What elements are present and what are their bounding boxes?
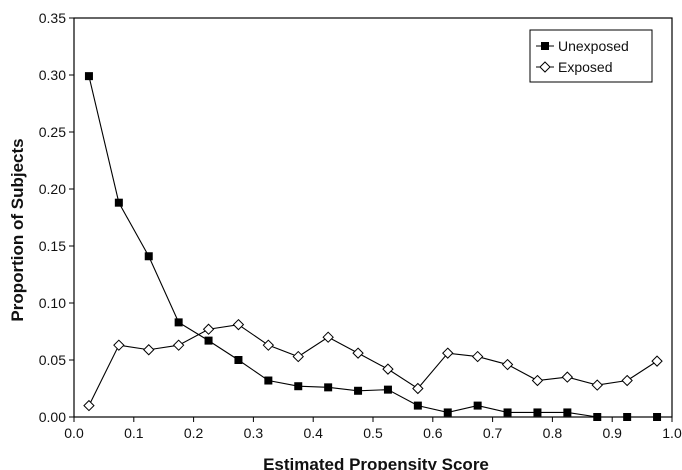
y-tick-label: 0.05 <box>39 352 66 368</box>
data-point-unexposed <box>413 401 422 410</box>
data-point-exposed <box>471 350 484 363</box>
data-point-unexposed <box>174 318 183 327</box>
data-point-unexposed <box>294 382 303 391</box>
legend-label-unexposed: Unexposed <box>558 38 629 54</box>
series-line-unexposed <box>88 76 658 418</box>
y-axis-ticks: 0.00 0.05 0.10 0.15 0.20 0.25 0.30 0.35 <box>39 10 74 425</box>
data-point-exposed <box>382 363 394 375</box>
data-point-exposed <box>561 371 574 383</box>
x-tick-label: 0.4 <box>303 425 323 441</box>
legend-label-exposed: Exposed <box>558 59 612 75</box>
data-point-unexposed <box>383 385 392 394</box>
legend-marker-unexposed <box>541 42 549 50</box>
data-point-exposed <box>412 382 424 395</box>
legend-marker-exposed <box>539 61 551 73</box>
y-tick-label: 0.35 <box>39 10 66 26</box>
x-tick-label: 0.0 <box>64 425 84 441</box>
x-tick-label: 0.2 <box>184 425 204 441</box>
data-point-exposed <box>651 355 663 367</box>
data-point-exposed <box>322 331 334 343</box>
data-point-unexposed <box>503 408 512 417</box>
chart-legend: Unexposed Exposed <box>529 29 653 83</box>
data-point-exposed <box>292 350 304 363</box>
series-exposed <box>83 318 663 412</box>
y-tick-label: 0.10 <box>39 295 66 311</box>
y-tick-label: 0.20 <box>39 181 66 197</box>
x-tick-label: 0.5 <box>363 425 383 441</box>
data-point-exposed <box>172 339 185 351</box>
y-tick-label: 0.25 <box>39 124 66 140</box>
data-point-unexposed <box>84 72 93 81</box>
data-point-unexposed <box>144 252 153 261</box>
data-point-exposed <box>621 374 633 387</box>
series-line-exposed <box>88 324 658 406</box>
y-tick-label: 0.00 <box>39 409 66 425</box>
y-tick-label: 0.15 <box>39 238 66 254</box>
data-point-unexposed <box>593 413 602 421</box>
data-point-exposed <box>591 379 603 391</box>
y-axis-label: Proportion of Subjects <box>8 138 27 321</box>
data-point-unexposed <box>114 198 123 207</box>
x-axis-ticks: 0.0 0.1 0.2 0.3 0.4 0.5 0.6 0.7 0.8 0.9 1.0 <box>64 417 682 441</box>
y-tick-label: 0.30 <box>39 67 66 83</box>
data-point-exposed <box>113 339 125 351</box>
data-point-exposed <box>232 318 245 331</box>
data-point-exposed <box>501 358 514 371</box>
x-tick-label: 0.3 <box>244 425 264 441</box>
data-point-exposed <box>202 323 215 335</box>
x-tick-label: 0.8 <box>543 425 563 441</box>
x-tick-label: 0.1 <box>124 425 144 441</box>
data-point-exposed <box>531 374 544 387</box>
data-point-exposed <box>442 347 454 359</box>
data-point-unexposed <box>563 408 572 417</box>
data-point-unexposed <box>653 413 662 421</box>
data-point-unexposed <box>533 408 542 417</box>
x-axis-label: Estimated Propensity Score <box>263 455 489 470</box>
x-tick-label: 1.0 <box>662 425 682 441</box>
data-point-unexposed <box>443 408 452 417</box>
series-unexposed <box>84 72 662 421</box>
data-point-unexposed <box>623 413 632 421</box>
x-tick-label: 0.6 <box>423 425 443 441</box>
legend-box <box>529 29 653 83</box>
data-point-unexposed <box>264 376 273 385</box>
data-point-exposed <box>83 399 95 412</box>
data-point-unexposed <box>234 356 243 364</box>
data-point-unexposed <box>204 336 213 345</box>
data-point-unexposed <box>324 383 333 392</box>
x-tick-label: 0.7 <box>483 425 503 441</box>
data-point-unexposed <box>354 386 363 395</box>
data-point-exposed <box>143 344 155 356</box>
data-point-exposed <box>262 339 275 351</box>
x-tick-label: 0.9 <box>602 425 622 441</box>
data-point-exposed <box>352 347 364 359</box>
chart-series <box>83 72 663 421</box>
data-point-unexposed <box>473 401 482 410</box>
